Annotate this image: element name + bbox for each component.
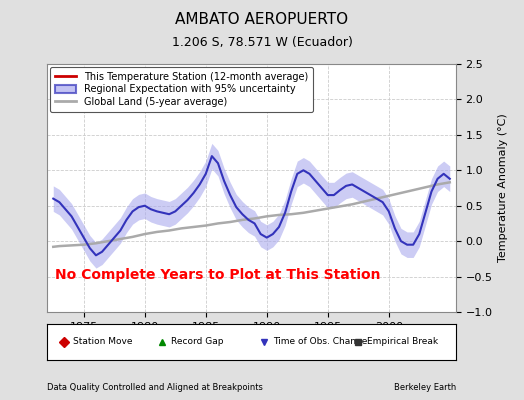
Text: 1.206 S, 78.571 W (Ecuador): 1.206 S, 78.571 W (Ecuador): [171, 36, 353, 49]
Text: Empirical Break: Empirical Break: [367, 338, 438, 346]
Text: Time of Obs. Change: Time of Obs. Change: [273, 338, 367, 346]
Text: Record Gap: Record Gap: [171, 338, 223, 346]
Text: No Complete Years to Plot at This Station: No Complete Years to Plot at This Statio…: [56, 268, 381, 282]
Text: AMBATO AEROPUERTO: AMBATO AEROPUERTO: [176, 12, 348, 27]
Text: Berkeley Earth: Berkeley Earth: [394, 383, 456, 392]
Text: Data Quality Controlled and Aligned at Breakpoints: Data Quality Controlled and Aligned at B…: [47, 383, 263, 392]
Y-axis label: Temperature Anomaly (°C): Temperature Anomaly (°C): [498, 114, 508, 262]
Legend: This Temperature Station (12-month average), Regional Expectation with 95% uncer: This Temperature Station (12-month avera…: [50, 67, 313, 112]
Text: Station Move: Station Move: [72, 338, 132, 346]
